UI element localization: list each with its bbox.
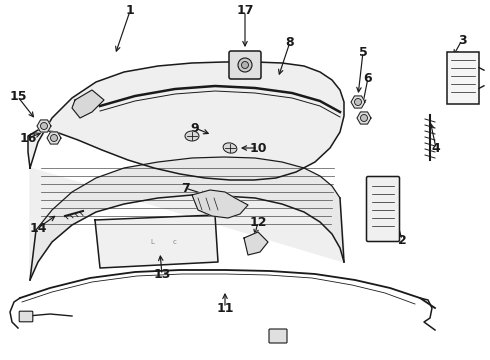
Polygon shape bbox=[244, 232, 268, 255]
Text: L: L bbox=[150, 239, 154, 245]
Text: 16: 16 bbox=[19, 131, 37, 144]
Polygon shape bbox=[30, 157, 344, 280]
Text: 10: 10 bbox=[249, 141, 267, 154]
Text: 1: 1 bbox=[125, 4, 134, 18]
Circle shape bbox=[361, 114, 368, 122]
Text: 17: 17 bbox=[236, 4, 254, 18]
Text: 9: 9 bbox=[191, 122, 199, 135]
Polygon shape bbox=[47, 132, 61, 144]
FancyBboxPatch shape bbox=[19, 311, 33, 322]
Polygon shape bbox=[28, 62, 344, 280]
Text: 15: 15 bbox=[9, 90, 27, 104]
Ellipse shape bbox=[185, 131, 199, 141]
Circle shape bbox=[41, 122, 48, 130]
Polygon shape bbox=[37, 120, 51, 132]
Ellipse shape bbox=[223, 143, 237, 153]
FancyBboxPatch shape bbox=[367, 176, 399, 242]
Polygon shape bbox=[192, 190, 248, 218]
Text: 12: 12 bbox=[249, 216, 267, 229]
Circle shape bbox=[242, 62, 248, 68]
Text: 5: 5 bbox=[359, 45, 368, 58]
Polygon shape bbox=[357, 112, 371, 124]
Circle shape bbox=[50, 135, 57, 141]
Text: 6: 6 bbox=[364, 72, 372, 85]
FancyBboxPatch shape bbox=[269, 329, 287, 343]
Text: 3: 3 bbox=[458, 33, 466, 46]
FancyBboxPatch shape bbox=[447, 52, 479, 104]
Text: 7: 7 bbox=[181, 181, 189, 194]
Text: 4: 4 bbox=[432, 141, 441, 154]
Text: c: c bbox=[173, 239, 177, 245]
Text: 13: 13 bbox=[153, 269, 171, 282]
Polygon shape bbox=[72, 90, 104, 118]
Circle shape bbox=[238, 58, 252, 72]
Text: 2: 2 bbox=[397, 234, 406, 247]
FancyBboxPatch shape bbox=[229, 51, 261, 79]
Circle shape bbox=[354, 99, 362, 105]
Polygon shape bbox=[95, 215, 218, 268]
Text: 14: 14 bbox=[29, 221, 47, 234]
Polygon shape bbox=[351, 96, 365, 108]
Text: 11: 11 bbox=[216, 302, 234, 315]
Text: 8: 8 bbox=[286, 36, 294, 49]
